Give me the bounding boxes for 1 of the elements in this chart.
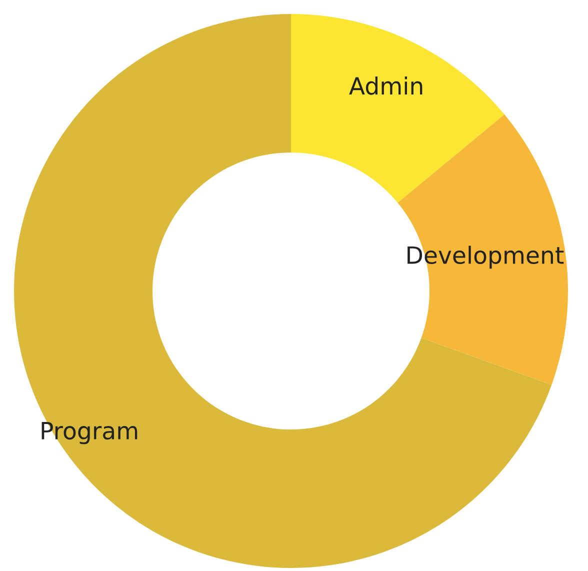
slice-label: Admin xyxy=(349,76,422,95)
